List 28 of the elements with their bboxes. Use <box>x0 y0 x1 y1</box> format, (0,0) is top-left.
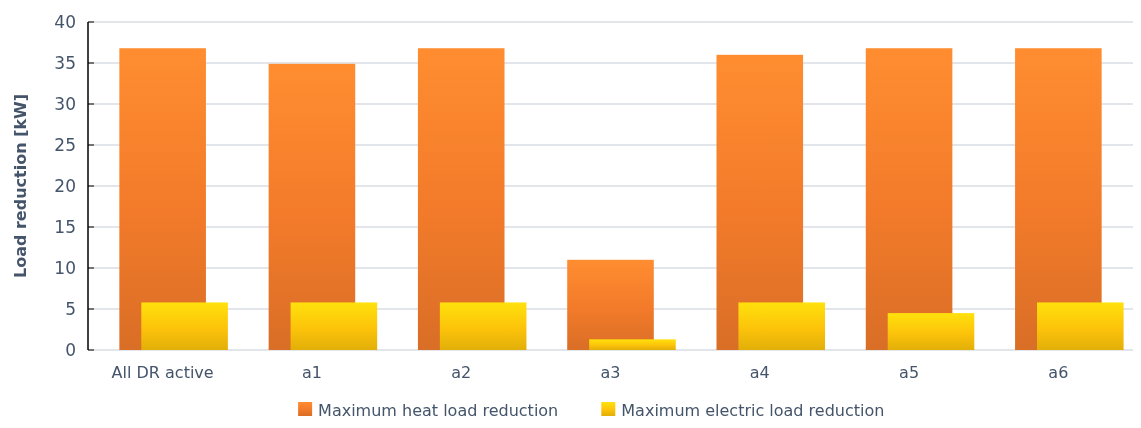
y-tick-label: 10 <box>54 257 76 278</box>
bar <box>439 302 527 350</box>
y-tick-label: 0 <box>65 339 76 360</box>
x-tick-label: a4 <box>749 363 770 382</box>
y-tick-label: 40 <box>54 11 76 32</box>
bar <box>738 302 826 350</box>
legend-label: Maximum heat load reduction <box>318 400 559 420</box>
bar <box>865 48 953 350</box>
x-tick-label: a3 <box>600 363 621 382</box>
x-tick-label: a1 <box>301 363 322 382</box>
y-tick-label: 30 <box>54 93 76 114</box>
x-tick-label: a6 <box>1048 363 1069 382</box>
bar <box>887 313 975 350</box>
x-tick-label: All DR active <box>111 363 214 382</box>
bar <box>589 339 676 350</box>
x-tick-label: a2 <box>451 363 472 382</box>
bar <box>141 302 228 350</box>
bar <box>290 302 378 350</box>
bar <box>1037 302 1124 350</box>
y-axis-title: Load reduction [kW] <box>11 93 30 279</box>
x-tick-label: a5 <box>899 363 920 382</box>
bar <box>567 259 654 350</box>
y-tick-label: 15 <box>54 216 76 237</box>
y-tick-label: 5 <box>65 298 76 319</box>
y-tick-label: 20 <box>54 175 76 196</box>
y-tick-label: 35 <box>54 52 76 73</box>
legend-label: Maximum electric load reduction <box>621 400 885 420</box>
y-tick-label: 25 <box>54 134 76 155</box>
